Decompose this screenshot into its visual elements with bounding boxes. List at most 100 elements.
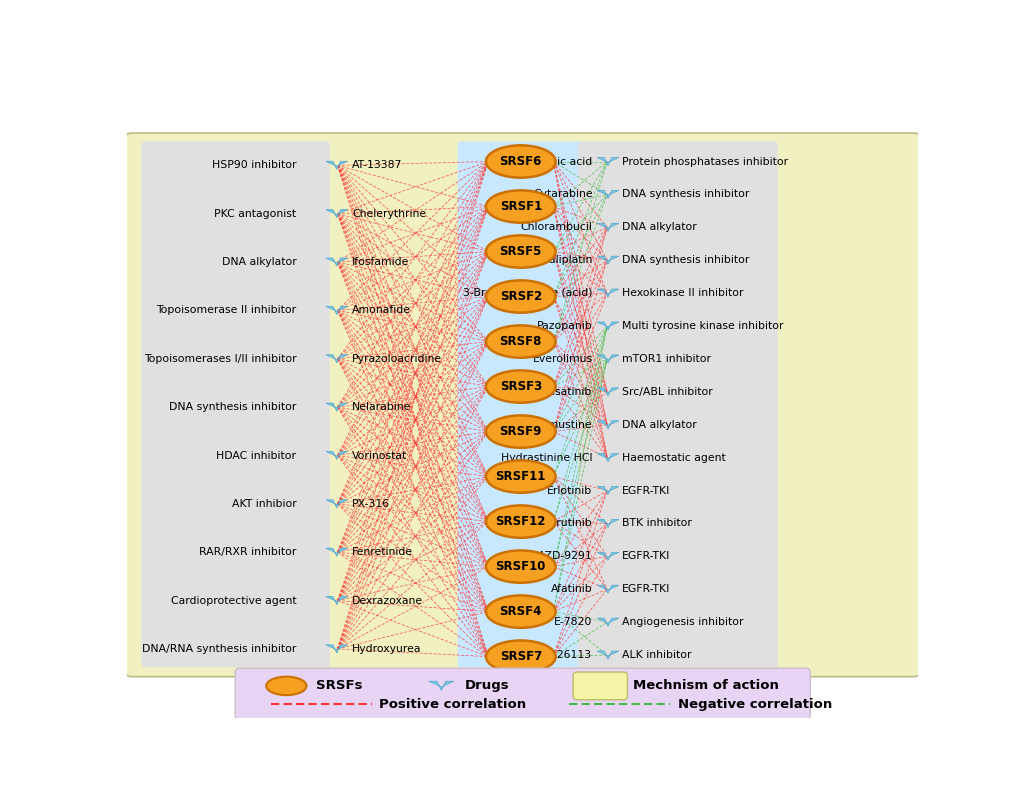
Ellipse shape [485, 280, 555, 313]
Text: Oxaliplatin: Oxaliplatin [534, 255, 592, 266]
Text: Erlotinib: Erlotinib [547, 486, 592, 495]
Text: SRSF11: SRSF11 [495, 470, 545, 483]
Text: Hydrastinine HCl: Hydrastinine HCl [500, 453, 592, 462]
Text: AP-26113: AP-26113 [540, 650, 592, 660]
Polygon shape [596, 322, 619, 330]
Text: PKC antagonist: PKC antagonist [214, 209, 297, 219]
Polygon shape [326, 596, 347, 604]
FancyBboxPatch shape [573, 672, 627, 700]
Polygon shape [326, 548, 347, 556]
Polygon shape [326, 355, 347, 363]
Text: Multi tyrosine kinase inhibitor: Multi tyrosine kinase inhibitor [622, 321, 783, 331]
Text: HSP90 inhibitor: HSP90 inhibitor [212, 161, 297, 170]
Ellipse shape [485, 550, 555, 583]
Polygon shape [596, 420, 619, 429]
Ellipse shape [485, 190, 555, 223]
Polygon shape [326, 404, 347, 412]
Text: Lomustine: Lomustine [535, 420, 592, 430]
Text: Amonafide: Amonafide [352, 305, 411, 316]
Text: HDAC inhibitor: HDAC inhibitor [216, 450, 297, 461]
Text: PX-316: PX-316 [352, 499, 390, 509]
FancyBboxPatch shape [458, 141, 584, 667]
Text: EGFR-TKI: EGFR-TKI [622, 584, 669, 594]
Text: SRSF6: SRSF6 [499, 155, 541, 168]
Text: DNA/RNA synthesis inhibitor: DNA/RNA synthesis inhibitor [142, 644, 297, 654]
Polygon shape [596, 552, 619, 560]
Ellipse shape [485, 325, 555, 358]
Text: SRSFs: SRSFs [316, 679, 362, 692]
Ellipse shape [485, 596, 555, 628]
Text: Vorinostat: Vorinostat [352, 450, 408, 461]
Text: Hydroxyurea: Hydroxyurea [352, 644, 421, 654]
Text: 3-Bromopyruvate (acid): 3-Bromopyruvate (acid) [463, 288, 592, 298]
Text: Positive correlation: Positive correlation [379, 698, 526, 711]
Polygon shape [596, 585, 619, 593]
Text: Nelarabine: Nelarabine [352, 402, 412, 412]
Polygon shape [596, 355, 619, 363]
FancyBboxPatch shape [125, 133, 919, 676]
Polygon shape [596, 224, 619, 232]
Polygon shape [326, 645, 347, 653]
Text: Topoisomerase II inhibitor: Topoisomerase II inhibitor [156, 305, 297, 316]
Polygon shape [429, 681, 453, 691]
Text: Everolimus: Everolimus [532, 354, 592, 364]
Text: Chlorambucil: Chlorambucil [520, 223, 592, 232]
Text: Haemostatic agent: Haemostatic agent [622, 453, 725, 462]
Ellipse shape [485, 370, 555, 403]
Text: SRSF8: SRSF8 [499, 335, 541, 348]
Text: Cytarabine: Cytarabine [532, 190, 592, 199]
FancyBboxPatch shape [577, 141, 776, 667]
Polygon shape [596, 157, 619, 165]
Text: SRSF1: SRSF1 [499, 200, 541, 213]
Text: DNA alkylator: DNA alkylator [622, 223, 696, 232]
Text: Fenretinide: Fenretinide [352, 547, 413, 557]
Ellipse shape [485, 461, 555, 493]
Polygon shape [596, 618, 619, 626]
Text: Cardioprotective agent: Cardioprotective agent [170, 596, 297, 605]
Text: mTOR1 inhibitor: mTOR1 inhibitor [622, 354, 710, 364]
Text: DNA synthesis inhibitor: DNA synthesis inhibitor [169, 402, 297, 412]
Ellipse shape [266, 676, 307, 695]
Polygon shape [326, 161, 347, 169]
Text: E-7820: E-7820 [553, 617, 592, 627]
Text: AKT inhibior: AKT inhibior [231, 499, 297, 509]
Text: EGFR-TKI: EGFR-TKI [622, 551, 669, 562]
Text: Ifosfamide: Ifosfamide [352, 257, 410, 267]
Ellipse shape [485, 641, 555, 673]
Text: SRSF4: SRSF4 [499, 605, 541, 618]
Text: Ibrutinib: Ibrutinib [546, 518, 592, 529]
Polygon shape [596, 454, 619, 462]
Text: EGFR-TKI: EGFR-TKI [622, 486, 669, 495]
Text: Pazopanib: Pazopanib [536, 321, 592, 331]
FancyBboxPatch shape [235, 668, 809, 720]
Text: ALK inhibitor: ALK inhibitor [622, 650, 691, 660]
Text: Src/ABL inhibitor: Src/ABL inhibitor [622, 387, 712, 397]
Polygon shape [326, 500, 347, 508]
Text: SRSF3: SRSF3 [499, 380, 541, 393]
Polygon shape [596, 520, 619, 528]
Polygon shape [596, 289, 619, 297]
Text: Mechnism of action: Mechnism of action [632, 679, 777, 692]
Text: SRSF10: SRSF10 [495, 560, 545, 573]
Polygon shape [326, 451, 347, 459]
Polygon shape [326, 307, 347, 315]
Text: SRSF12: SRSF12 [495, 515, 545, 528]
Text: Hexokinase II inhibitor: Hexokinase II inhibitor [622, 288, 743, 298]
Text: okadaic acid: okadaic acid [524, 157, 592, 166]
Text: Chelerythrine: Chelerythrine [352, 209, 426, 219]
Polygon shape [596, 388, 619, 396]
Ellipse shape [485, 236, 555, 268]
Text: SRSF2: SRSF2 [499, 290, 541, 303]
Ellipse shape [485, 416, 555, 448]
Text: DNA alkylator: DNA alkylator [221, 257, 297, 267]
Text: AZD-9291: AZD-9291 [537, 551, 592, 562]
Text: Pyrazoloacridine: Pyrazoloacridine [352, 353, 442, 364]
Text: BTK inhibitor: BTK inhibitor [622, 518, 691, 529]
Polygon shape [326, 258, 347, 266]
Text: SRSF7: SRSF7 [499, 650, 541, 663]
Text: Topoisomerases I/II inhibitor: Topoisomerases I/II inhibitor [144, 353, 297, 364]
Text: Afatinib: Afatinib [550, 584, 592, 594]
Text: SRSF9: SRSF9 [499, 425, 541, 438]
Text: Protein phosphatases inhibitor: Protein phosphatases inhibitor [622, 157, 788, 166]
Polygon shape [596, 190, 619, 199]
